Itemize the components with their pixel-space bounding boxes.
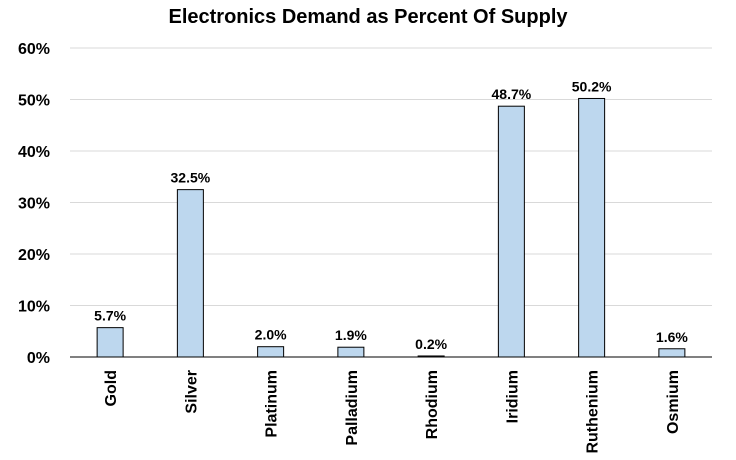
y-tick-label: 60% — [18, 41, 50, 58]
y-axis-ticks: 0% 10% 20% 30% 40% 50% 60% — [18, 41, 50, 367]
y-tick-label: 10% — [18, 299, 50, 316]
data-label-rhodium: 0.2% — [415, 336, 447, 352]
bar-rhodium — [417, 355, 445, 358]
x-tick-label-platinum: Platinum — [264, 370, 281, 438]
y-tick-label: 0% — [27, 350, 50, 367]
bar-iridium — [497, 105, 525, 358]
bar-platinum — [257, 346, 285, 358]
bar-gold — [96, 327, 124, 358]
bar-ruthenium — [578, 97, 606, 358]
y-tick-label: 50% — [18, 93, 50, 110]
data-label-platinum: 2.0% — [255, 327, 287, 343]
y-tick-label: 40% — [18, 144, 50, 161]
x-axis-ticks: Gold Silver Platinum Palladium Rhodium Iridiu… — [103, 370, 682, 454]
bar-osmium — [658, 348, 686, 358]
x-tick-label-gold: Gold — [103, 370, 120, 406]
x-tick-label-osmium: Osmium — [665, 370, 682, 434]
bar-palladium — [337, 346, 365, 358]
gridlines — [70, 47, 712, 358]
x-tick-label-rhodium: Rhodium — [424, 370, 441, 439]
x-tick-label-ruthenium: Ruthenium — [585, 370, 602, 454]
bars — [96, 97, 686, 358]
bar-silver — [176, 189, 204, 358]
y-tick-label: 30% — [18, 196, 50, 213]
data-label-palladium: 1.9% — [335, 327, 367, 343]
data-label-osmium: 1.6% — [656, 329, 688, 345]
data-label-gold: 5.7% — [94, 308, 126, 324]
x-tick-label-silver: Silver — [183, 370, 200, 414]
data-labels: 5.7% 32.5% 2.0% 1.9% 0.2% 48.7% 50.2% 1.6% — [94, 78, 688, 352]
y-tick-label: 20% — [18, 247, 50, 264]
x-tick-label-palladium: Palladium — [344, 370, 361, 446]
data-label-silver: 32.5% — [171, 170, 211, 186]
x-tick-label-iridium: Iridium — [504, 370, 521, 423]
chart-title: Electronics Demand as Percent Of Supply — [168, 6, 568, 28]
data-label-iridium: 48.7% — [492, 86, 532, 102]
data-label-ruthenium: 50.2% — [572, 78, 612, 94]
